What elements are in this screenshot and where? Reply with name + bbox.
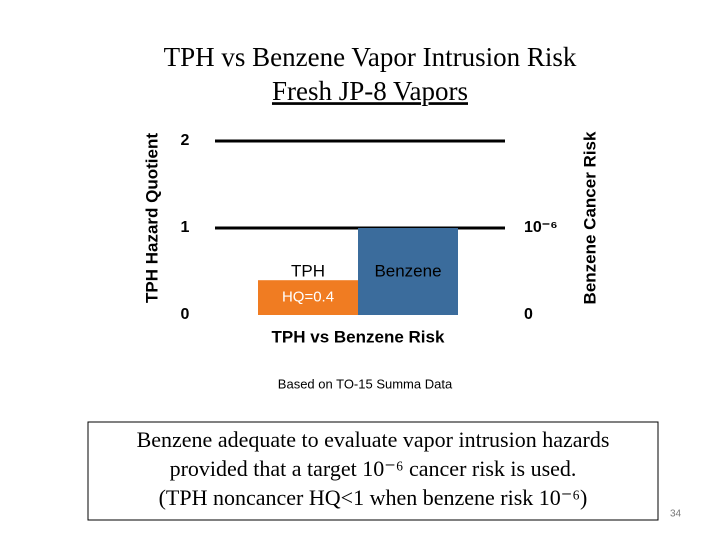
y2-tick-label: 10⁻⁶: [524, 219, 558, 236]
note: Based on TO-15 Summa Data: [278, 376, 453, 391]
x-axis-label: TPH vs Benzene Risk: [272, 327, 445, 346]
callout-line: provided that a target 10⁻⁶ cancer risk …: [170, 456, 577, 481]
page-number: 34: [670, 509, 682, 520]
y2-axis-label: Benzene Cancer Risk: [580, 131, 599, 304]
y-axis-label: TPH Hazard Quotient: [142, 133, 161, 303]
callout-line: Benzene adequate to evaluate vapor intru…: [137, 427, 610, 452]
y-tick-label: 1: [181, 219, 190, 236]
value-label: HQ=0.4: [282, 289, 334, 306]
series-label: Benzene: [374, 261, 441, 280]
y2-tick-label: 0: [524, 306, 533, 323]
series-label: TPH: [291, 261, 325, 280]
y-tick-label: 2: [181, 132, 190, 149]
callout-line: (TPH noncancer HQ<1 when benzene risk 10…: [159, 485, 588, 510]
y-tick-label: 0: [181, 306, 190, 323]
bar: [358, 228, 458, 315]
callout-box: [87, 421, 659, 521]
bar: [258, 280, 358, 315]
chart-subtitle: Fresh JP-8 Vapors: [272, 76, 468, 106]
chart-title: TPH vs Benzene Vapor Intrusion Risk: [164, 42, 577, 72]
